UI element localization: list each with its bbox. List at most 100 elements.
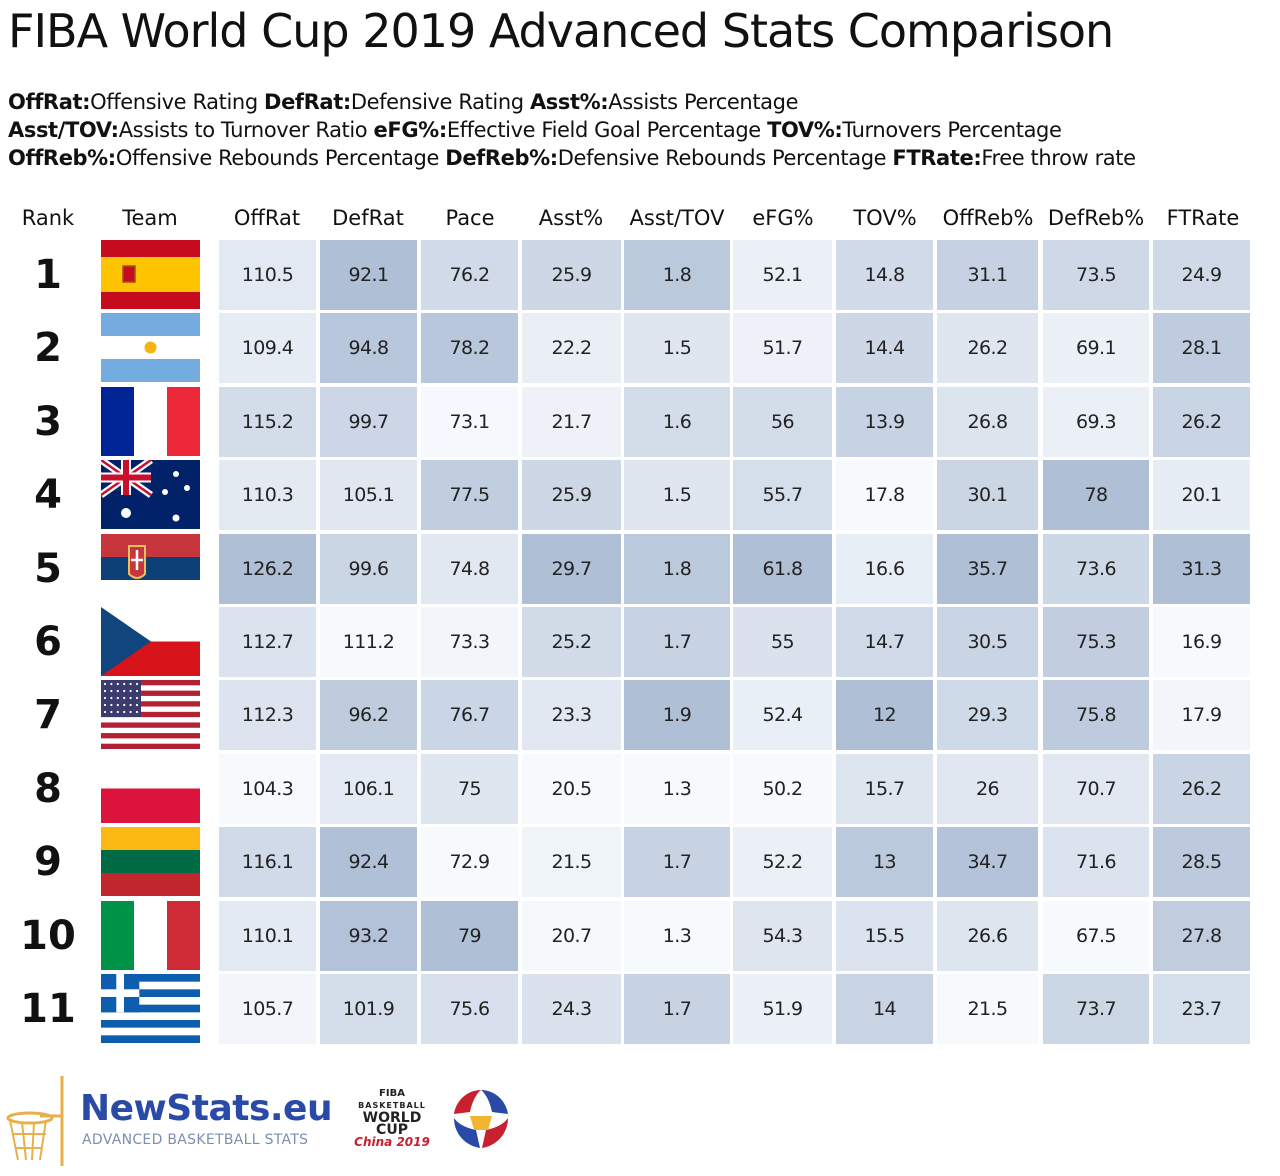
- stat-cell: 16.6: [836, 533, 933, 604]
- stat-cell: 25.2: [522, 607, 621, 677]
- stat-cell: 52.4: [733, 680, 832, 751]
- stat-cell: 76.2: [421, 240, 518, 310]
- world-cup-ball-icon: [454, 1090, 508, 1148]
- stat-cell: 110.1: [219, 900, 316, 971]
- stat-cell: 14.8: [836, 240, 933, 310]
- legend-key: Asst/TOV:: [8, 118, 119, 142]
- stat-cell: 105.7: [219, 974, 316, 1044]
- stat-cell: 20.1: [1153, 460, 1250, 531]
- stat-cell: 67.5: [1043, 900, 1149, 971]
- brand-name: NewStats.eu: [80, 1088, 333, 1129]
- stat-cell: 110.5: [219, 240, 316, 310]
- stat-cell: 52.2: [733, 827, 832, 898]
- stat-cell: 30.5: [937, 607, 1038, 677]
- legend-description: Offensive Rebounds Percentage: [115, 146, 446, 170]
- legend-key: FTRate:: [892, 146, 982, 170]
- legend-key: OffReb%:: [8, 146, 116, 170]
- stat-cell: 51.9: [733, 974, 832, 1044]
- brand-tagline: ADVANCED BASKETBALL STATS: [82, 1132, 309, 1148]
- world-cup-logo-text: FIBA BASKETBALL WORLD CUP China 2019: [346, 1088, 438, 1148]
- stat-cell: 26.2: [1153, 386, 1250, 457]
- spain-flag: [101, 240, 200, 309]
- legend-key: OffRat:: [8, 90, 91, 114]
- rank-number: 2: [34, 325, 62, 372]
- stat-cell: 77.5: [421, 460, 518, 531]
- legend-description: Assists to Turnover Ratio: [118, 118, 374, 142]
- stat-cell: 26.2: [937, 313, 1038, 384]
- stat-cell: 29.3: [937, 680, 1038, 751]
- stat-cell: 61.8: [733, 533, 832, 604]
- france-flag: [101, 386, 200, 456]
- stat-cell: 94.8: [320, 313, 417, 384]
- stat-cell: 78: [1043, 460, 1149, 531]
- stat-cell: 112.3: [219, 680, 316, 751]
- rank-number: 8: [34, 765, 62, 812]
- column-header: TOV%: [853, 206, 917, 230]
- rank-number: 6: [34, 619, 62, 665]
- fiba-label: FIBA: [379, 1088, 405, 1099]
- legend-description: Turnovers Percentage: [842, 118, 1062, 142]
- stat-cell: 126.2: [219, 533, 316, 604]
- stat-cell: 24.3: [522, 974, 621, 1044]
- italy-flag: [101, 900, 200, 970]
- rank-number: 11: [20, 986, 76, 1032]
- stat-cell: 1.8: [624, 240, 730, 310]
- stat-cell: 21.5: [937, 974, 1038, 1044]
- stat-cell: 16.9: [1153, 607, 1250, 677]
- argentina-flag: [101, 313, 200, 383]
- legend-key: Asst%:: [529, 90, 609, 114]
- stat-cell: 73.1: [421, 386, 518, 457]
- czech-republic-flag: [101, 607, 200, 676]
- stat-cell: 111.2: [320, 607, 417, 677]
- stat-cell: 78.2: [421, 313, 518, 384]
- stat-cell: 25.9: [522, 460, 621, 531]
- legend-key: TOV%:: [767, 118, 843, 142]
- stat-cell: 75.8: [1043, 680, 1149, 751]
- stat-cell: 26: [937, 753, 1038, 824]
- stat-cell: 17.8: [836, 460, 933, 531]
- stat-cell: 92.4: [320, 827, 417, 898]
- china-2019-label: China 2019: [354, 1135, 430, 1149]
- basketball-label: BASKETBALL: [358, 1101, 426, 1110]
- stat-cell: 110.3: [219, 460, 316, 531]
- australia-flag: [101, 460, 200, 530]
- stat-cell: 23.7: [1153, 974, 1250, 1044]
- stat-cell: 101.9: [320, 974, 417, 1044]
- stat-cell: 1.5: [624, 460, 730, 531]
- stat-cell: 71.6: [1043, 827, 1149, 898]
- stat-cell: 26.8: [937, 386, 1038, 457]
- legend-description: Defensive Rating: [350, 90, 530, 114]
- column-header: Team: [122, 206, 178, 230]
- stat-cell: 105.1: [320, 460, 417, 531]
- stat-cell: 75.6: [421, 974, 518, 1044]
- legend-line: OffRat:Offensive Rating DefRat:Defensive…: [8, 90, 798, 114]
- stat-cell: 13.9: [836, 386, 933, 457]
- stat-cell: 75: [421, 753, 518, 824]
- stat-cell: 115.2: [219, 386, 316, 457]
- stat-cell: 25.9: [522, 240, 621, 310]
- stat-cell: 73.5: [1043, 240, 1149, 310]
- world-cup-label: WORLD CUP: [362, 1110, 422, 1138]
- legend-description: Defensive Rebounds Percentage: [557, 146, 893, 170]
- column-header: DefReb%: [1047, 206, 1145, 230]
- legend-line: OffReb%:Offensive Rebounds Percentage De…: [8, 146, 1136, 170]
- serbia-flag: [101, 533, 200, 603]
- rank-number: 5: [34, 545, 62, 592]
- stat-cell: 50.2: [733, 753, 832, 824]
- stat-cell: 55: [733, 607, 832, 677]
- rank-number: 9: [34, 839, 62, 886]
- footer-logo-area: [0, 1070, 600, 1176]
- stat-cell: 13: [836, 827, 933, 898]
- legend-key: DefReb%:: [445, 146, 558, 170]
- stat-cell: 116.1: [219, 827, 316, 898]
- column-header: FTRate: [1166, 206, 1240, 230]
- basketball-hoop-icon: [6, 1076, 64, 1166]
- stat-cell: 31.3: [1153, 533, 1250, 604]
- page-title: FIBA World Cup 2019 Advanced Stats Compa…: [8, 4, 1114, 58]
- stat-cell: 14.7: [836, 607, 933, 677]
- column-header: OffReb%: [942, 206, 1034, 230]
- rank-number: 10: [20, 912, 76, 959]
- stat-cell: 26.2: [1153, 753, 1250, 824]
- stat-cell: 21.7: [522, 386, 621, 457]
- column-header: Pace: [445, 206, 495, 230]
